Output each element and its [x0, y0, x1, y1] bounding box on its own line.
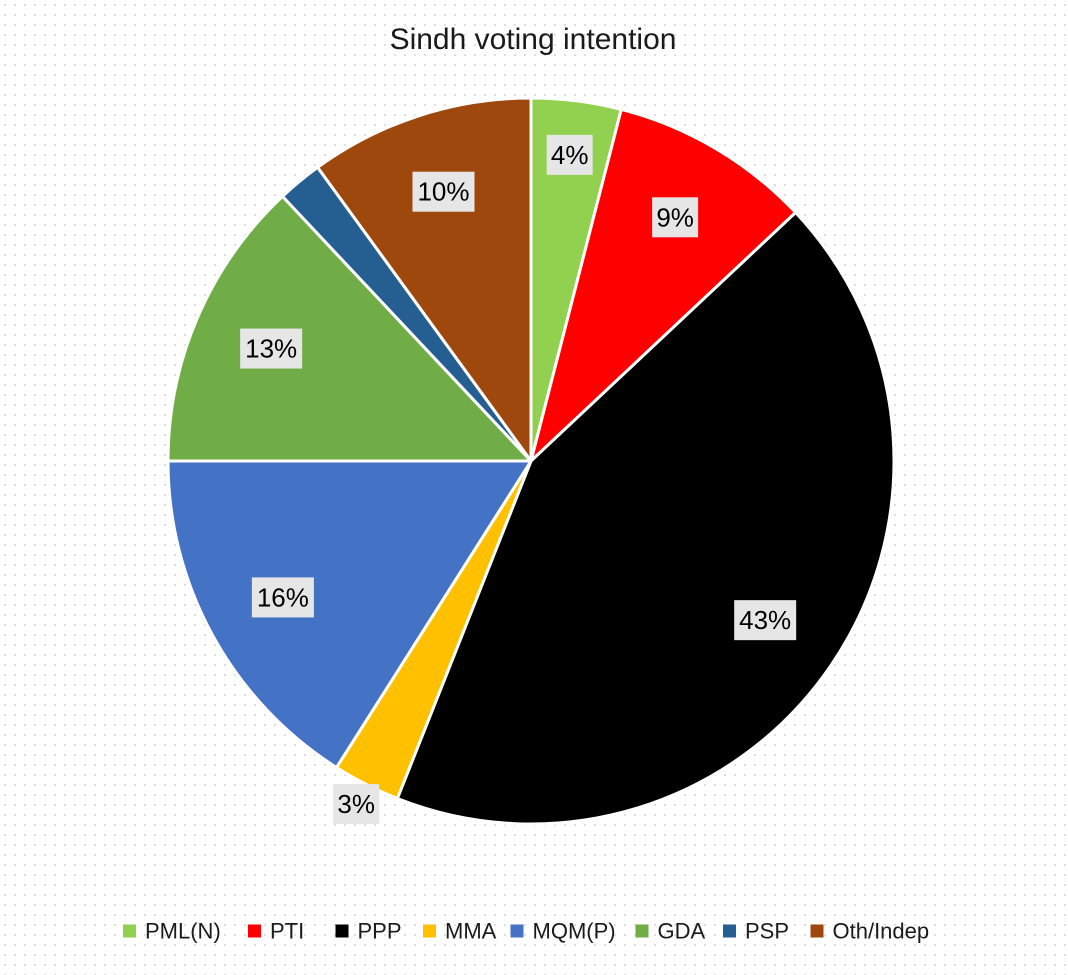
data-label-text-mma: 3% — [337, 789, 375, 819]
legend-swatch-ppp — [335, 924, 349, 938]
legend-item-pti: PTI — [248, 919, 304, 944]
legend-swatch-psp — [723, 924, 736, 938]
data-label-text-mqm-p: 16% — [257, 582, 309, 612]
legend-swatch-mma — [423, 924, 436, 938]
pie-slices — [166, 96, 896, 826]
legend-swatch-oth-indep — [810, 924, 824, 938]
pie-slice-pti — [529, 107, 798, 463]
data-label-box-pml-n — [546, 134, 593, 175]
pie-slice-oth-indep — [316, 96, 533, 463]
data-label-gda: 13% — [240, 328, 303, 369]
legend-item-psp: PSP — [723, 919, 789, 944]
pie-slice-ppp — [395, 211, 896, 826]
chart-title: Sindh voting intention — [390, 23, 677, 56]
legend-label-ppp: PPP — [358, 919, 402, 944]
legend: PML(N) PTI PPP MMA MQM(P) GDA PSP Oth/Indep — [123, 919, 929, 944]
legend-item-pml-n: PML(N) — [123, 919, 221, 944]
data-label-mma: 3% — [333, 784, 380, 825]
data-label-pti: 9% — [652, 197, 699, 238]
legend-item-mma: MMA — [423, 919, 497, 944]
legend-label-mqm-p: MQM(P) — [533, 919, 616, 944]
legend-item-gda: GDA — [635, 919, 706, 944]
legend-label-oth-indep: Oth/Indep — [833, 919, 930, 944]
data-label-text-gda: 13% — [245, 334, 297, 364]
data-label-box-gda — [240, 328, 303, 369]
legend-item-mqm-p: MQM(P) — [510, 919, 616, 944]
data-label-box-mma — [333, 784, 380, 825]
legend-item-oth-indep: Oth/Indep — [810, 919, 930, 944]
legend-label-psp: PSP — [745, 919, 789, 944]
data-label-text-ppp: 43% — [739, 605, 791, 635]
legend-swatch-mqm-p — [510, 924, 524, 938]
data-label-box-ppp — [734, 600, 797, 641]
legend-swatch-pml-n — [123, 924, 136, 938]
pie-slice-mqm-p — [166, 459, 533, 769]
legend-label-pml-n: PML(N) — [145, 919, 221, 944]
data-label-box-mqm-p — [251, 577, 314, 618]
data-label-mqm-p: 16% — [251, 577, 314, 618]
legend-swatch-gda — [635, 924, 649, 938]
pie-slice-gda — [166, 194, 533, 463]
legend-label-gda: GDA — [658, 919, 706, 944]
legend-label-mma: MMA — [445, 919, 497, 944]
data-labels: 4% 9% 43% 3% 16% 13% 10% — [240, 134, 797, 825]
data-label-oth-indep: 10% — [412, 171, 475, 212]
data-label-pml-n: 4% — [546, 134, 593, 175]
data-label-text-oth-indep: 10% — [417, 177, 469, 207]
legend-item-ppp: PPP — [335, 919, 402, 944]
data-label-ppp: 43% — [734, 600, 797, 641]
data-label-box-oth-indep — [412, 171, 475, 212]
legend-label-pti: PTI — [270, 919, 304, 944]
legend-swatch-pti — [248, 924, 261, 938]
data-label-text-pti: 9% — [656, 202, 694, 232]
data-label-text-pml-n: 4% — [551, 140, 589, 170]
data-label-box-pti — [652, 197, 699, 238]
